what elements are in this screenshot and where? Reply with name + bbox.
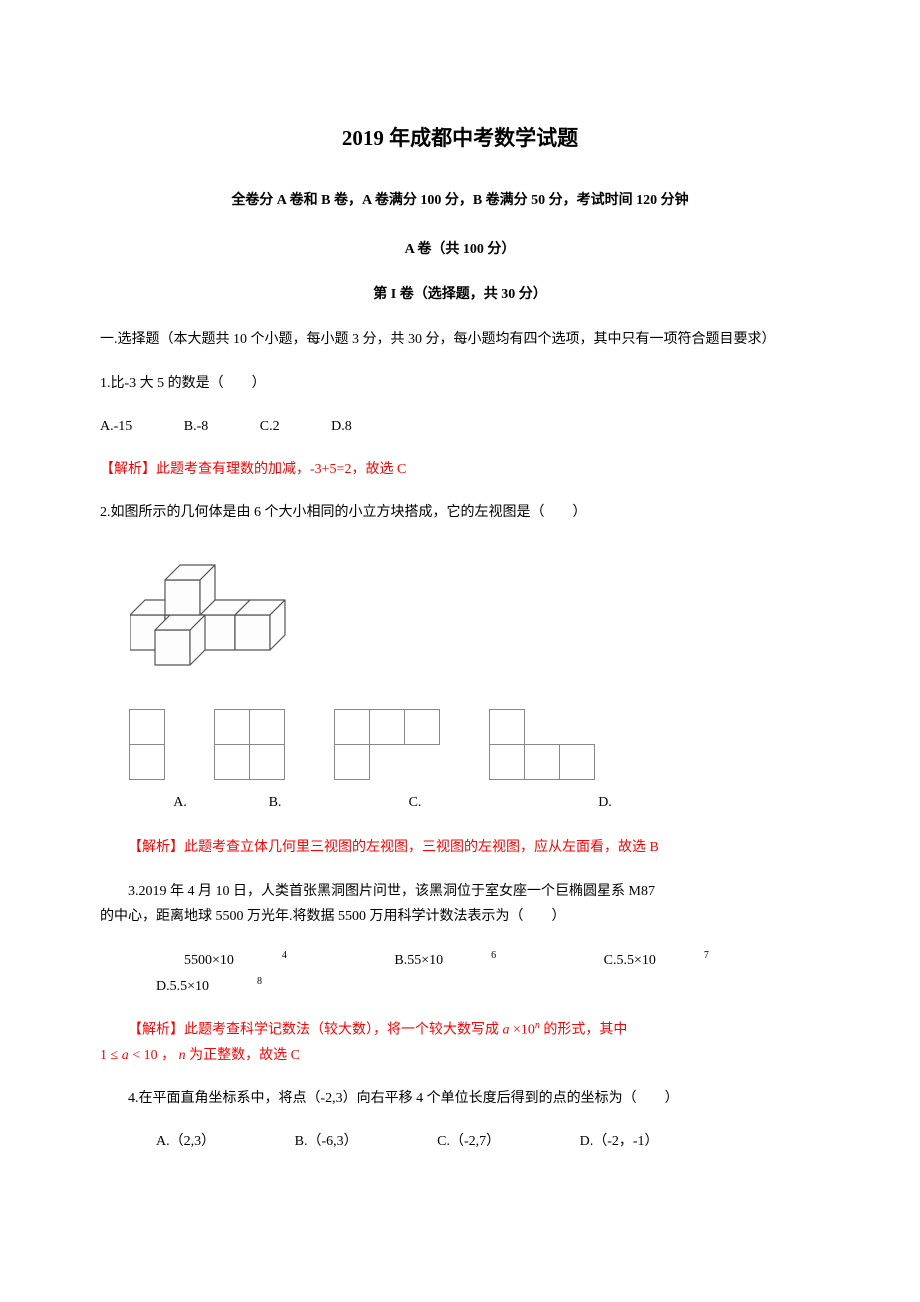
q2-label-b: B. <box>230 790 320 815</box>
page-title: 2019 年成都中考数学试题 <box>100 120 820 158</box>
q4-opt-b: B.（-6,3） <box>267 1129 358 1154</box>
cube-figure-icon <box>130 545 320 670</box>
q3-text: 3.2019 年 4 月 10 日，人类首张黑洞图片问世，该黑洞位于室女座一个巨… <box>100 879 820 929</box>
q3-text-line1: 3.2019 年 4 月 10 日，人类首张黑洞图片问世，该黑洞位于室女座一个巨… <box>100 879 655 904</box>
section-intro: 一.选择题（本大题共 10 个小题，每小题 3 分，共 30 分，每小题均有四个… <box>100 327 820 352</box>
q2-fig-b <box>215 710 285 780</box>
q2-label-d: D. <box>540 790 670 815</box>
section-i-heading: 第 I 卷（选择题，共 30 分） <box>100 282 820 307</box>
q1-options: A.-15 B.-8 C.2 D.8 <box>100 414 820 439</box>
q3-opt-d: D.5.5×108 <box>100 973 262 999</box>
q2-fig-d <box>490 710 595 780</box>
q1-opt-b: B.-8 <box>184 414 209 439</box>
q4-opt-d: D.（-2，-1） <box>552 1129 659 1154</box>
subtitle: 全卷分 A 卷和 B 卷，A 卷满分 100 分，B 卷满分 50 分，考试时间… <box>100 188 820 213</box>
q2-text: 2.如图所示的几何体是由 6 个大小相同的小立方块搭成，它的左视图是（ ） <box>100 500 820 525</box>
q2-fig-a <box>130 710 165 780</box>
q2-option-figures <box>130 710 820 780</box>
q4-opt-c: C.（-2,7） <box>409 1129 500 1154</box>
q3-opt-b: B.55×106 <box>338 947 496 973</box>
q1-analysis: 【解析】此题考查有理数的加减，-3+5=2，故选 C <box>100 457 820 482</box>
q3-options: 5500×104 B.55×106 C.5.5×107 D.5.5×108 <box>100 947 820 999</box>
q2-option-labels: A. B. C. D. <box>100 790 820 815</box>
q4-opt-a: A.（2,3） <box>128 1129 215 1154</box>
q3-analysis: 【解析】此题考查科学记数法（较大数），将一个较大数写成 a ×10n 的形式，其… <box>100 1017 820 1068</box>
q3-text-line2: 的中心，距离地球 5500 万光年.将数据 5500 万用科学计数法表示为（ ） <box>100 909 566 924</box>
q2-fig-c <box>335 710 440 780</box>
q3-opt-a: 5500×104 <box>128 947 287 973</box>
q1-text: 1.比-3 大 5 的数是（ ） <box>100 371 820 396</box>
q1-opt-d: D.8 <box>331 414 352 439</box>
q1-opt-a: A.-15 <box>100 414 132 439</box>
q2-analysis: 【解析】此题考查立体几何里三视图的左视图，三视图的左视图，应从左面看，故选 B <box>100 835 820 860</box>
q4-options: A.（2,3） B.（-6,3） C.（-2,7） D.（-2，-1） <box>100 1129 820 1154</box>
q2-label-a: A. <box>140 790 220 815</box>
q3-opt-c: C.5.5×107 <box>548 947 709 973</box>
section-a-heading: A 卷（共 100 分） <box>100 237 820 262</box>
q2-figure <box>130 545 820 680</box>
q4-text: 4.在平面直角坐标系中，将点（-2,3）向右平移 4 个单位长度后得到的点的坐标… <box>100 1086 820 1111</box>
q2-label-c: C. <box>350 790 480 815</box>
q1-opt-c: C.2 <box>260 414 280 439</box>
